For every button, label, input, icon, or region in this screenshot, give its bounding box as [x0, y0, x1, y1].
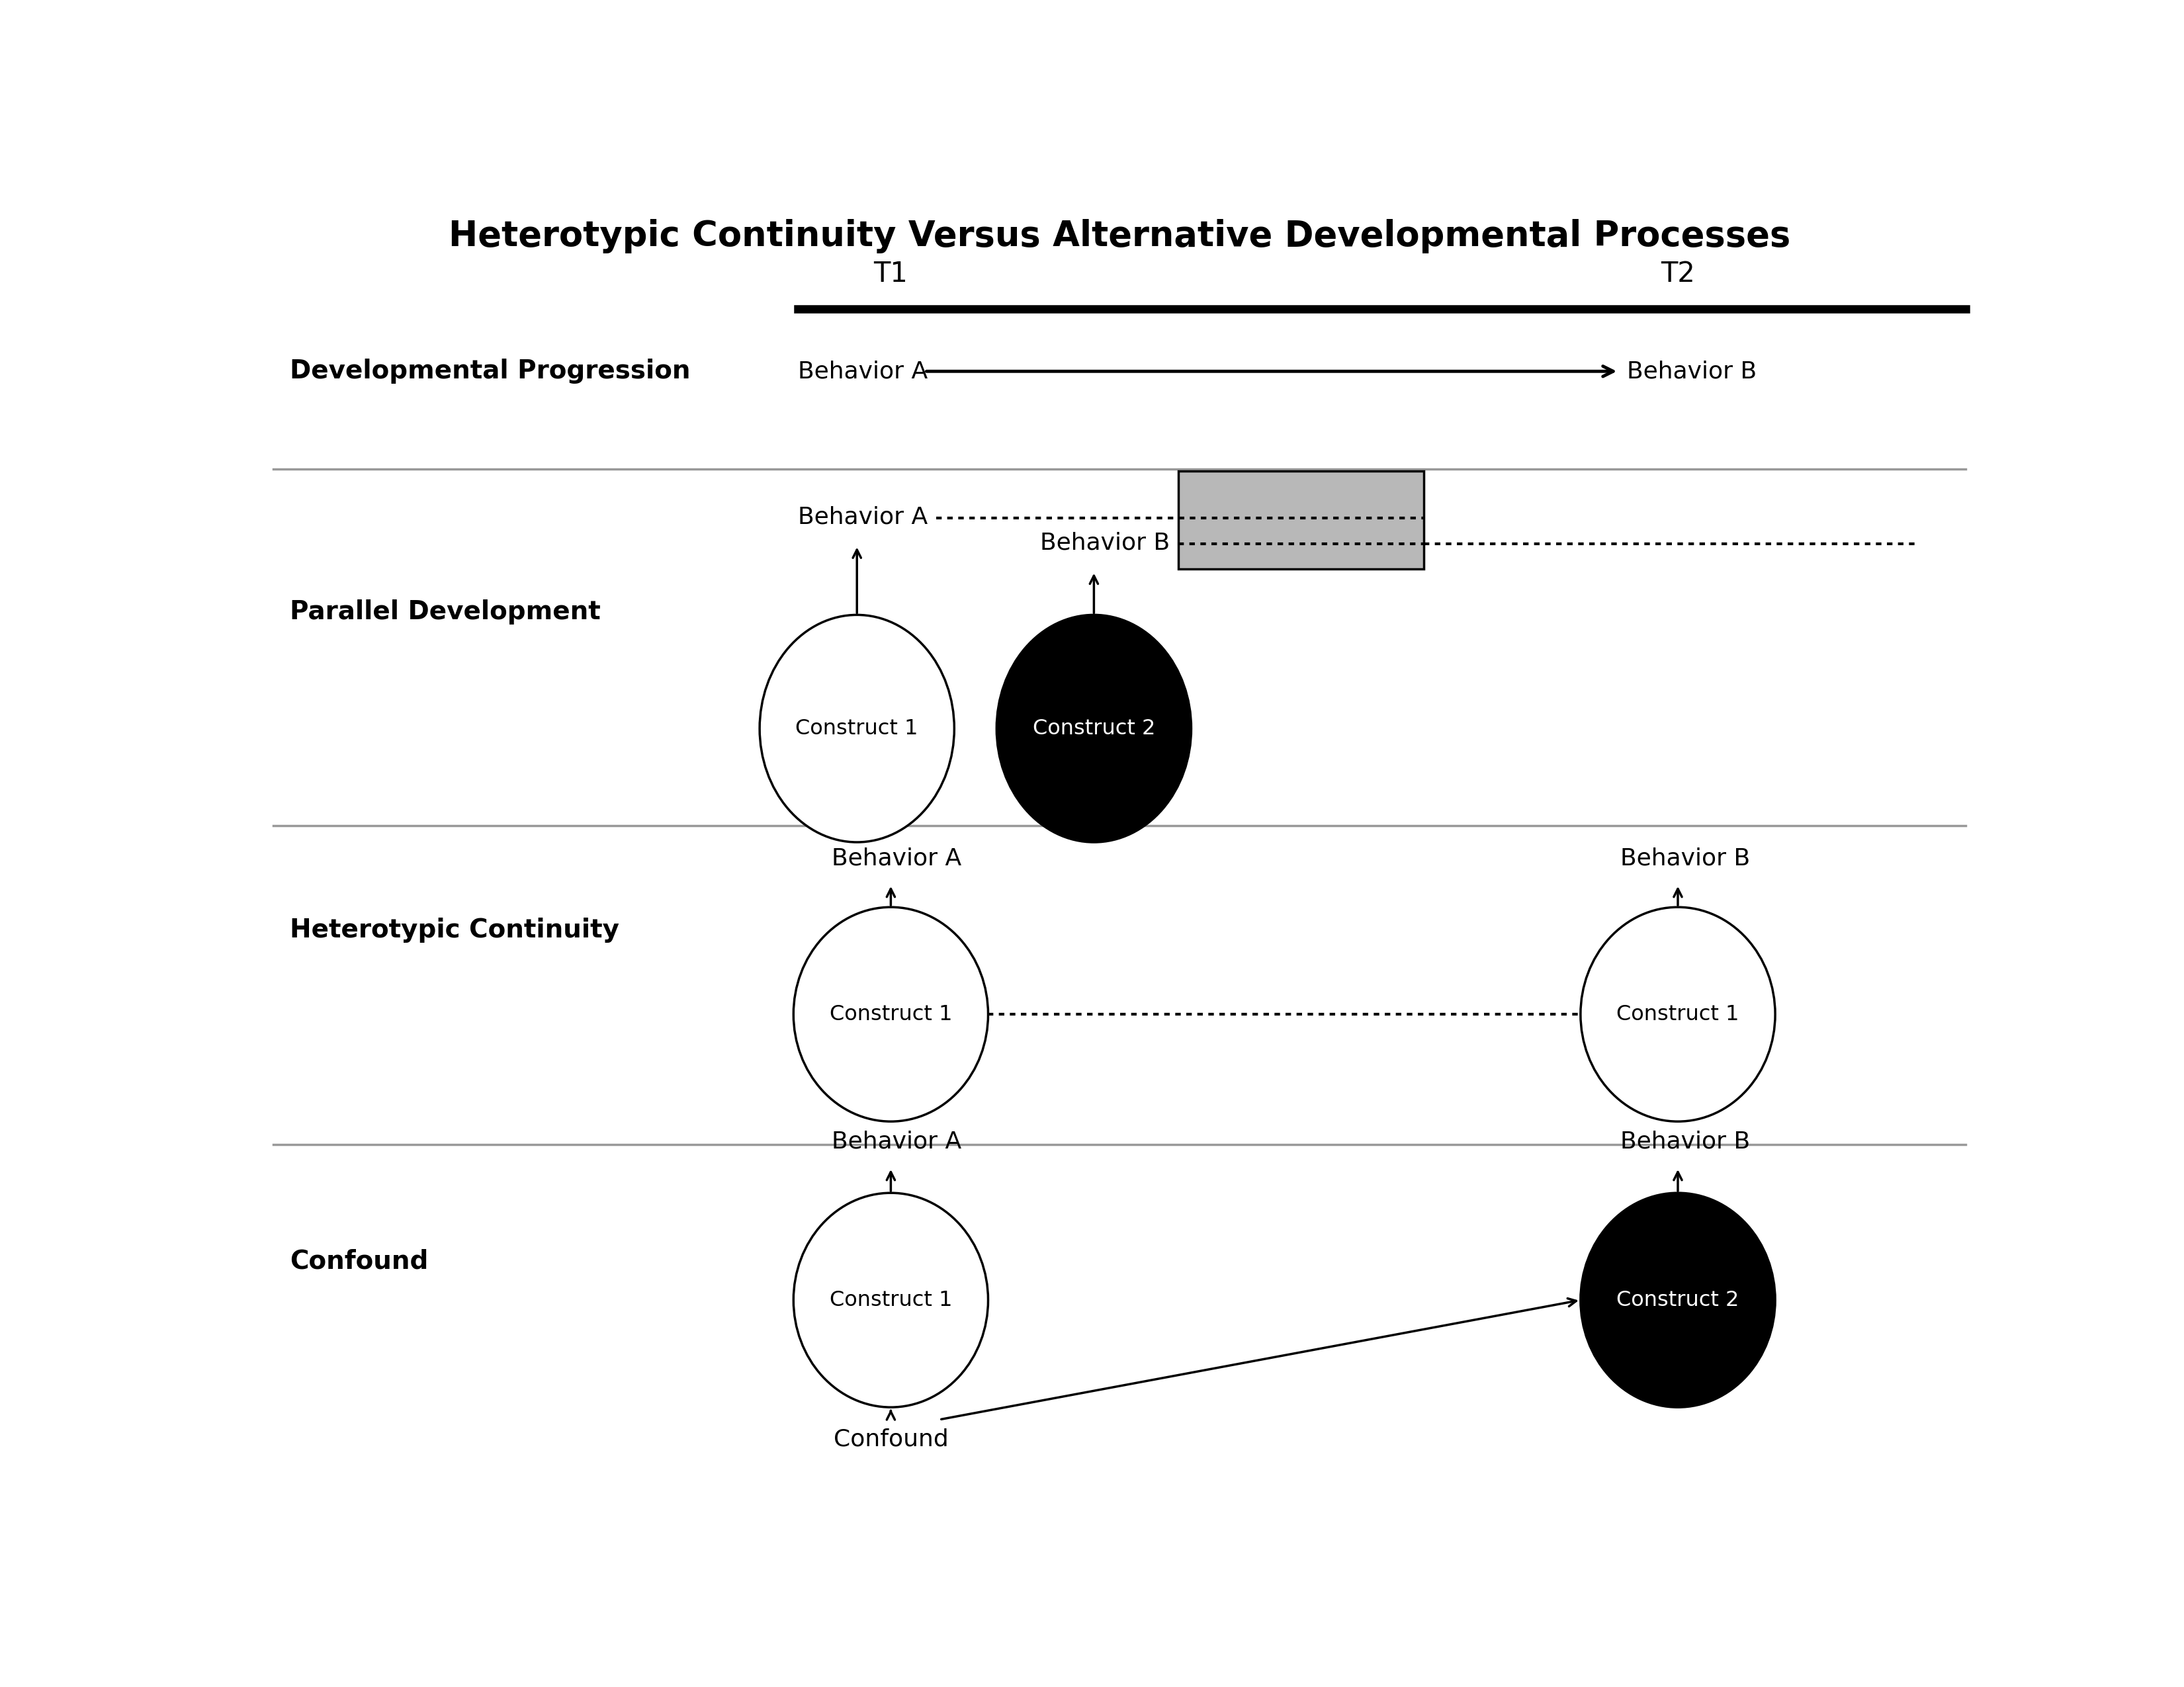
Text: Behavior B: Behavior B	[1621, 847, 1749, 870]
Text: Construct 2: Construct 2	[1616, 1291, 1738, 1311]
FancyBboxPatch shape	[1179, 471, 1424, 569]
Ellipse shape	[760, 614, 954, 842]
Ellipse shape	[793, 908, 987, 1122]
Text: Behavior A: Behavior A	[797, 359, 928, 383]
Text: Construct 1: Construct 1	[795, 719, 917, 739]
Text: Construct 1: Construct 1	[830, 1004, 952, 1024]
Text: Confound: Confound	[834, 1427, 948, 1451]
Text: Behavior A: Behavior A	[797, 506, 928, 528]
Ellipse shape	[1581, 908, 1776, 1122]
Ellipse shape	[793, 1193, 987, 1407]
Text: Parallel Development: Parallel Development	[290, 599, 601, 624]
Text: Behavior B: Behavior B	[1621, 1130, 1749, 1152]
Text: Confound: Confound	[290, 1248, 428, 1274]
Text: Behavior B: Behavior B	[1627, 359, 1756, 383]
Ellipse shape	[1581, 1193, 1776, 1407]
Text: Construct 1: Construct 1	[1616, 1004, 1738, 1024]
Text: Heterotypic Continuity: Heterotypic Continuity	[290, 918, 620, 943]
Ellipse shape	[996, 614, 1190, 842]
Text: Construct 1: Construct 1	[830, 1291, 952, 1311]
Text: Behavior A: Behavior A	[832, 1130, 961, 1152]
Text: Behavior B: Behavior B	[1040, 531, 1168, 553]
Text: Heterotypic Continuity Versus Alternative Developmental Processes: Heterotypic Continuity Versus Alternativ…	[448, 219, 1791, 253]
Text: Behavior A: Behavior A	[832, 847, 961, 870]
Text: T1: T1	[874, 260, 909, 288]
Text: Construct 2: Construct 2	[1033, 719, 1155, 739]
Text: T2: T2	[1660, 260, 1695, 288]
Text: Developmental Progression: Developmental Progression	[290, 359, 690, 385]
